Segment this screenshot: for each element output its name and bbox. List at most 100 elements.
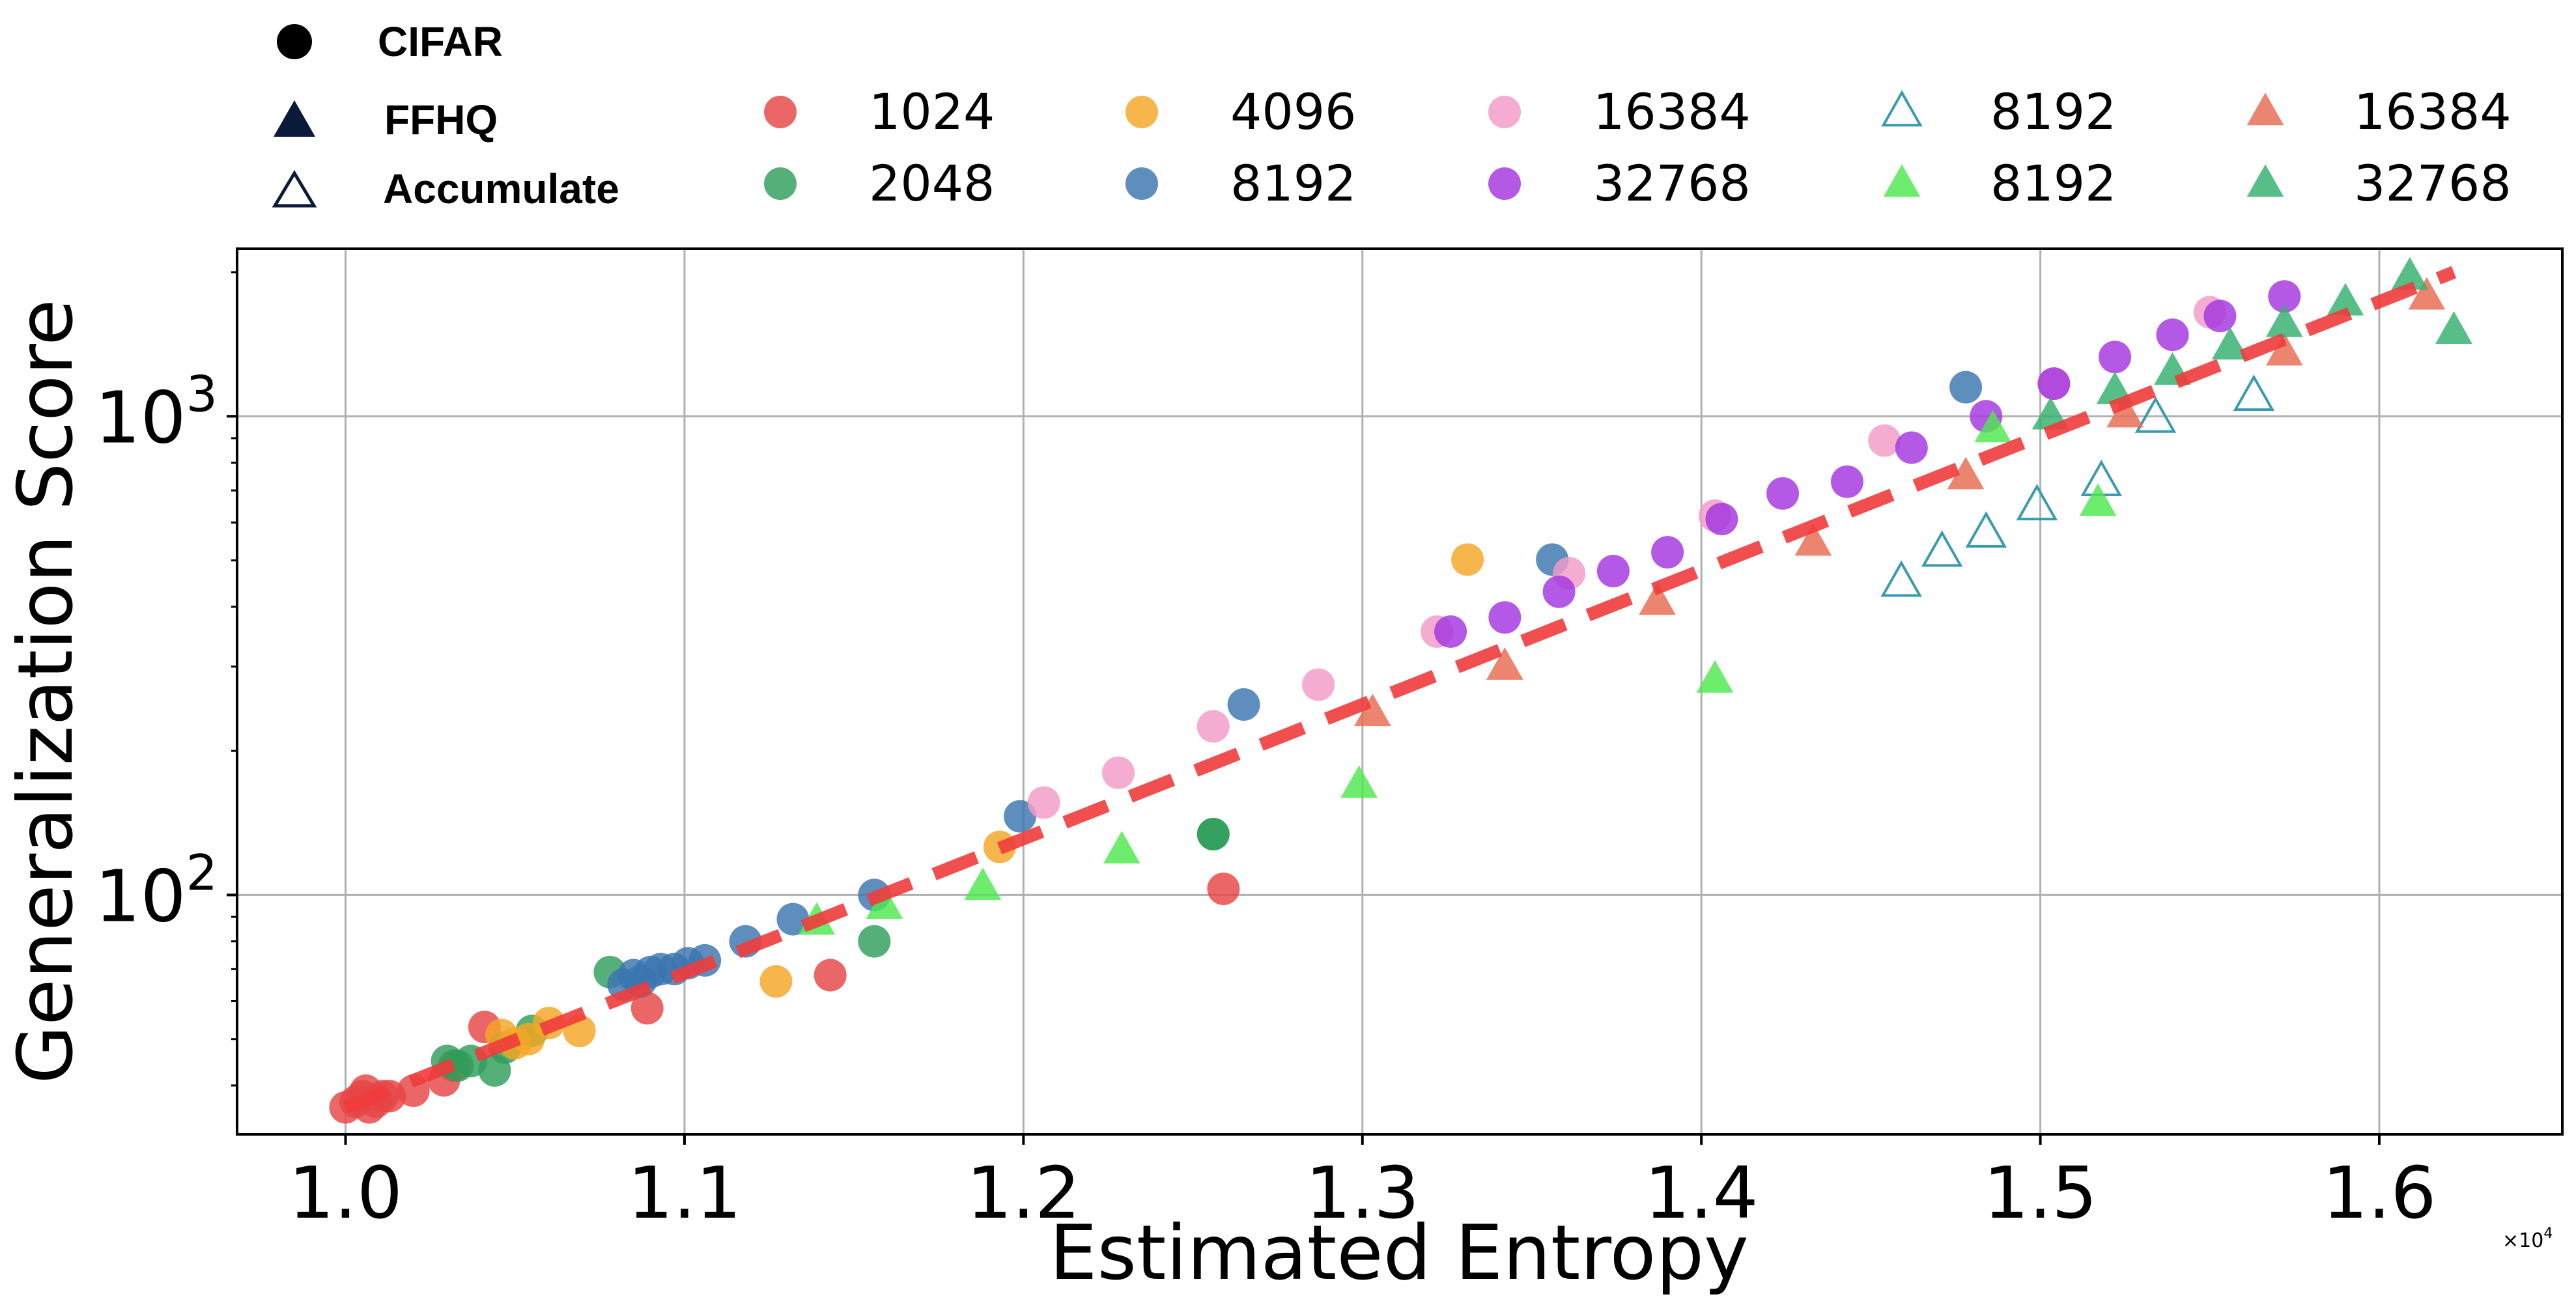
- fit-line: [343, 266, 2457, 1113]
- data-point: [1004, 800, 1037, 833]
- data-point: [1766, 477, 1800, 510]
- data-point: [1794, 523, 1832, 556]
- x-tick-label: 1.3: [1305, 1151, 1419, 1235]
- legend-cifar-label: CIFAR: [378, 18, 503, 65]
- data-point: [1451, 543, 1484, 576]
- data-point: [1103, 831, 1140, 864]
- data-point: [1102, 756, 1135, 789]
- data-point: [2211, 327, 2249, 360]
- legend-series-marker: [1488, 96, 1521, 128]
- data-point: [1354, 693, 1391, 727]
- data-point: [2265, 333, 2303, 366]
- data-point: [1488, 601, 1522, 634]
- legend-series-marker: [1883, 164, 1921, 197]
- data-point: [858, 925, 891, 958]
- legend-series-marker: [1125, 96, 1158, 128]
- data-point: [1207, 872, 1240, 905]
- x-tick-label: 1.0: [289, 1151, 403, 1235]
- legend-series-label: 32768: [1593, 154, 1751, 212]
- marker-legend: CIFAR FFHQ Accumulate: [272, 18, 619, 212]
- data-point: [1596, 554, 1630, 587]
- y-tick-label: 102: [95, 843, 218, 938]
- data-point: [2037, 367, 2071, 400]
- y-axis-label: Generalization Score: [2, 299, 90, 1084]
- legend-series-label: 8192: [1990, 83, 2116, 141]
- legend-cifar-marker: [277, 24, 312, 59]
- legend-series-marker: [1125, 167, 1158, 200]
- legend-ffhq-label: FFHQ: [384, 96, 498, 143]
- x-tick-label: 1.6: [2323, 1151, 2437, 1235]
- data-point: [2079, 483, 2117, 516]
- legend-series-marker: [1488, 167, 1521, 200]
- x-axis-multiplier: ×104: [2502, 1225, 2553, 1252]
- legend-series-label: 2048: [869, 154, 995, 212]
- data-point: [1830, 465, 1863, 498]
- series-ffhq-16384: [1354, 277, 2446, 727]
- data-point: [1302, 668, 1335, 701]
- legend-accumulate-marker: [272, 170, 317, 208]
- legend-series-marker: [1881, 90, 1923, 127]
- data-point: [759, 965, 793, 998]
- data-point: [776, 903, 810, 936]
- data-point: [2265, 304, 2303, 337]
- data-point: [1227, 688, 1260, 721]
- data-point: [1895, 431, 1928, 464]
- data-point: [1949, 371, 1983, 404]
- legend-series-marker: [764, 96, 797, 128]
- data-point: [1965, 511, 2007, 548]
- legend-series-label: 4096: [1230, 83, 1356, 141]
- data-point: [1705, 503, 1738, 536]
- data-point: [2016, 484, 2058, 521]
- legend-series-marker: [2246, 164, 2284, 197]
- data-point: [630, 992, 664, 1025]
- data-point: [964, 867, 1002, 901]
- data-point: [1921, 530, 1963, 567]
- legend-series-label: 32768: [2354, 154, 2512, 212]
- x-axis-label: Estimated Entropy: [1049, 1209, 1749, 1297]
- data-point: [2156, 318, 2189, 352]
- data-point: [1639, 582, 1676, 615]
- y-tick-label-exp: 2: [186, 843, 218, 901]
- legend-series-label: 16384: [2354, 83, 2512, 141]
- data-point: [2391, 257, 2429, 290]
- legend-ffhq-marker: [274, 100, 315, 137]
- data-point: [866, 886, 903, 919]
- data-point: [1340, 765, 1378, 798]
- data-point: [814, 959, 847, 992]
- data-point: [2327, 283, 2364, 316]
- x-axis-multiplier-base: ×10: [2502, 1229, 2543, 1252]
- x-tick-label: 1.5: [1983, 1151, 2097, 1235]
- series-cifar-32768: [1434, 280, 2301, 648]
- plot-frame: [236, 247, 2564, 1136]
- y-tick-label: 103: [95, 365, 218, 459]
- data-point: [2408, 277, 2446, 310]
- data-point: [1434, 615, 1467, 648]
- data-point: [1027, 786, 1060, 819]
- x-tick-label: 1.4: [1645, 1151, 1759, 1235]
- data-point: [1974, 410, 2012, 443]
- data-point: [1947, 456, 1985, 490]
- data-point: [2134, 396, 2177, 433]
- data-point: [1486, 647, 1523, 680]
- data-point: [2233, 374, 2275, 412]
- x-tick-label: 1.2: [967, 1151, 1081, 1235]
- legend-series-label: 16384: [1593, 83, 1751, 141]
- data-point: [1868, 424, 1901, 457]
- legend-series-label: 1024: [869, 83, 995, 141]
- legend-series-marker: [764, 167, 797, 200]
- series-legend: 1024 2048 4096 8192 16384 32768 8192 8192 16384 3…: [764, 83, 2512, 212]
- series-accumulate-8192: [1880, 374, 2275, 597]
- data-point: [2106, 395, 2144, 428]
- legend-series-marker: [2246, 92, 2284, 126]
- x-tick-label: 1.1: [627, 1151, 741, 1235]
- y-tick-label-exp: 3: [186, 365, 218, 423]
- legend-series-label: 8192: [1230, 154, 1356, 212]
- data-point: [1196, 817, 1230, 850]
- data-point: [2099, 341, 2132, 374]
- y-tick-label-base: 10: [95, 376, 186, 459]
- data-point: [1542, 575, 1576, 608]
- legend-accumulate-label: Accumulate: [383, 165, 619, 212]
- x-axis-multiplier-exp: 4: [2543, 1225, 2553, 1242]
